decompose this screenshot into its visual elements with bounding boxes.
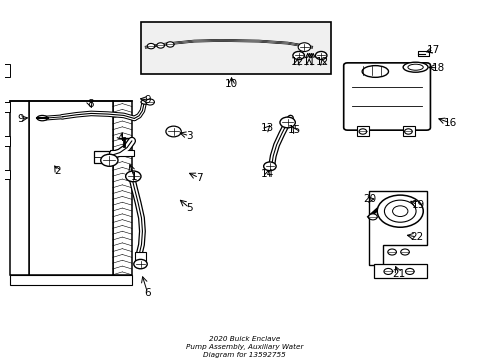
Circle shape (405, 269, 413, 274)
Circle shape (292, 51, 304, 59)
Circle shape (147, 44, 155, 49)
Circle shape (383, 269, 392, 274)
Text: 3: 3 (186, 131, 192, 141)
Ellipse shape (37, 116, 47, 121)
Text: 2: 2 (54, 166, 61, 176)
Text: 1: 1 (131, 172, 137, 182)
Text: 6: 6 (144, 288, 151, 298)
Text: 12: 12 (315, 57, 328, 67)
Circle shape (400, 249, 408, 255)
Bar (356, 126, 368, 136)
FancyBboxPatch shape (343, 63, 429, 130)
Circle shape (404, 129, 411, 134)
Text: 20: 20 (363, 194, 376, 204)
Bar (110, 150, 134, 156)
Text: 2020 Buick Enclave
Pump Assembly, Auxiliary Water
Diagram for 13592755: 2020 Buick Enclave Pump Assembly, Auxili… (185, 336, 303, 358)
Text: 22: 22 (409, 232, 423, 242)
Bar (93, 151, 109, 163)
Bar (29, 101, 112, 275)
Circle shape (145, 99, 154, 105)
Circle shape (134, 260, 147, 269)
Circle shape (157, 43, 164, 48)
Circle shape (298, 43, 310, 51)
Polygon shape (368, 191, 426, 265)
Text: 8: 8 (87, 99, 93, 109)
Text: 14: 14 (260, 169, 274, 179)
Text: 18: 18 (431, 63, 444, 73)
Ellipse shape (402, 62, 427, 72)
Text: 11: 11 (302, 57, 315, 67)
Circle shape (376, 195, 423, 227)
Bar (402, 126, 414, 136)
Circle shape (315, 51, 326, 59)
Circle shape (384, 200, 415, 222)
Text: 7: 7 (195, 173, 202, 183)
Ellipse shape (407, 64, 423, 70)
Ellipse shape (141, 100, 149, 104)
Ellipse shape (362, 66, 387, 77)
Circle shape (387, 249, 396, 255)
Text: 13: 13 (260, 123, 274, 133)
Circle shape (263, 162, 276, 171)
Circle shape (101, 154, 118, 166)
Circle shape (368, 214, 376, 220)
Text: 9: 9 (144, 95, 151, 105)
Bar (10, 275, 132, 285)
Bar (0, 102, 10, 112)
Text: 10: 10 (224, 79, 238, 89)
Text: 12: 12 (290, 57, 303, 67)
Bar (0, 64, 10, 77)
Text: 17: 17 (427, 45, 440, 55)
Text: 5: 5 (186, 203, 192, 213)
Text: 9: 9 (17, 114, 23, 124)
Text: 21: 21 (391, 269, 405, 279)
Bar (10, 101, 29, 275)
Circle shape (280, 117, 295, 128)
Text: 19: 19 (410, 200, 424, 210)
Circle shape (358, 129, 366, 134)
Text: 16: 16 (443, 118, 456, 128)
Circle shape (125, 171, 141, 182)
Bar (373, 264, 426, 278)
Bar (0, 170, 10, 179)
Bar (135, 252, 145, 262)
Text: 4: 4 (117, 132, 124, 143)
Bar (417, 51, 427, 56)
Text: 15: 15 (287, 125, 301, 135)
Bar (141, 22, 330, 74)
Bar (0, 136, 10, 146)
Circle shape (166, 42, 174, 47)
Bar (112, 101, 132, 275)
Circle shape (165, 126, 181, 137)
Circle shape (392, 206, 407, 216)
